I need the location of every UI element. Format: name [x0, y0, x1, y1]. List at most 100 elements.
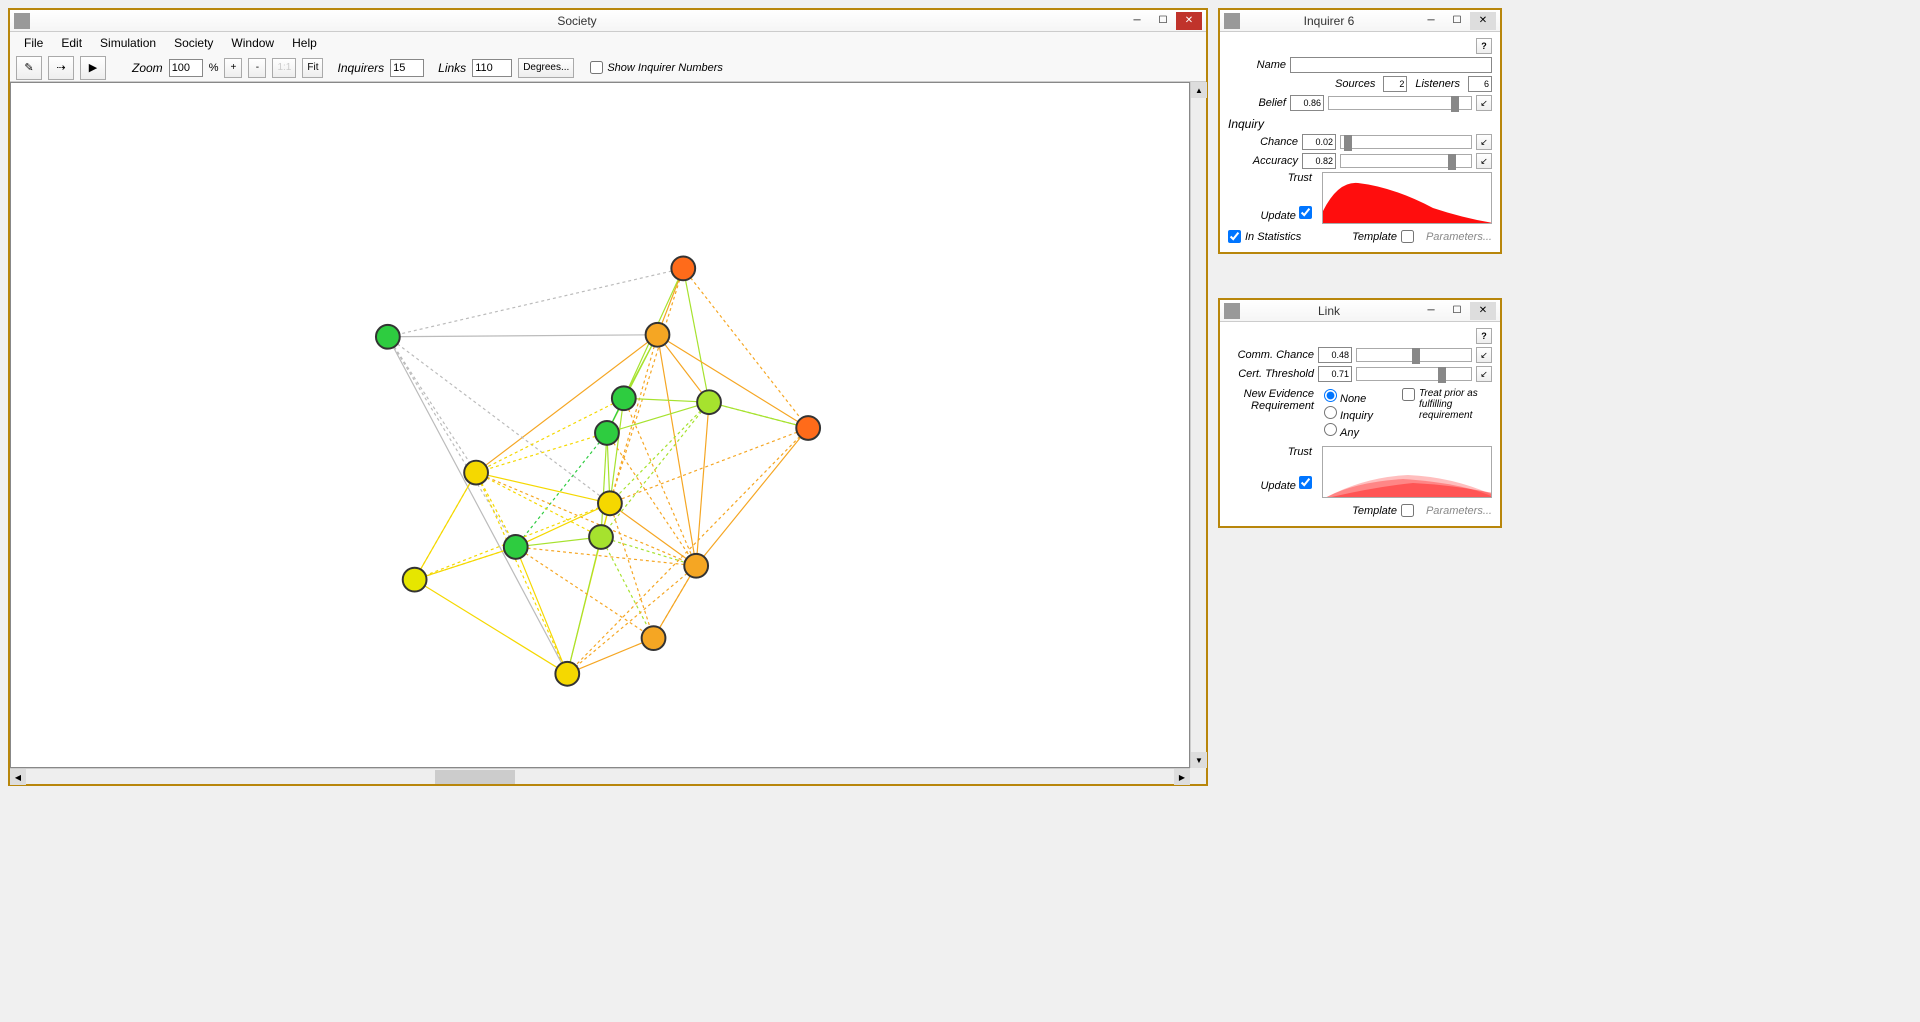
tool-link-icon[interactable]: ⇢: [48, 56, 74, 80]
minimize-button[interactable]: ─: [1124, 12, 1150, 30]
network-node[interactable]: [642, 626, 666, 650]
link-maximize-button[interactable]: ☐: [1444, 302, 1470, 320]
inquirer-panel: Inquirer 6 ─ ☐ ✕ ? Name Sources Listener…: [1218, 8, 1502, 254]
parameters-link[interactable]: Parameters...: [1426, 231, 1492, 243]
zoom-fit-button[interactable]: Fit: [302, 58, 323, 78]
network-node[interactable]: [598, 491, 622, 515]
in-statistics-checkbox[interactable]: [1228, 230, 1241, 243]
menu-help[interactable]: Help: [284, 34, 325, 52]
canvas-area: ▲ ▼ ◀ ▶: [10, 82, 1206, 784]
zoom-input[interactable]: [169, 59, 203, 77]
scroll-up-icon[interactable]: ▲: [1191, 82, 1207, 98]
inquirer-trust-chart: [1322, 172, 1492, 224]
network-node[interactable]: [376, 325, 400, 349]
chance-input[interactable]: [1302, 134, 1336, 150]
links-input[interactable]: [472, 59, 512, 77]
network-node[interactable]: [504, 535, 528, 559]
listeners-input[interactable]: [1468, 76, 1492, 92]
belief-input[interactable]: [1290, 95, 1324, 111]
network-node[interactable]: [671, 256, 695, 280]
zoom-1to1-button[interactable]: 1:1: [272, 58, 296, 78]
zoom-plus-button[interactable]: +: [224, 58, 242, 78]
menu-window[interactable]: Window: [223, 34, 282, 52]
comm-chance-input[interactable]: [1318, 347, 1352, 363]
treat-prior-checkbox[interactable]: [1402, 388, 1415, 401]
belief-reset-icon[interactable]: ↙: [1476, 95, 1492, 111]
show-inquirer-numbers-checkbox[interactable]: [590, 61, 603, 74]
update-checkbox[interactable]: [1299, 206, 1312, 219]
name-input[interactable]: [1290, 57, 1492, 73]
scrollbar-vertical[interactable]: ▲ ▼: [1190, 82, 1206, 768]
accuracy-slider[interactable]: [1340, 154, 1472, 168]
cert-threshold-slider[interactable]: [1356, 367, 1472, 381]
network-node[interactable]: [684, 554, 708, 578]
window-title: Society: [30, 14, 1124, 28]
template-label: Template: [1352, 231, 1397, 243]
network-svg[interactable]: [11, 83, 1189, 767]
zoom-minus-button[interactable]: -: [248, 58, 266, 78]
maximize-button[interactable]: ☐: [1150, 12, 1176, 30]
tool-select-icon[interactable]: ▶: [80, 56, 106, 80]
society-titlebar[interactable]: Society ─ ☐ ✕: [10, 10, 1206, 32]
inquirer-title: Inquirer 6: [1240, 14, 1418, 28]
inquirer-minimize-button[interactable]: ─: [1418, 12, 1444, 30]
chance-label: Chance: [1228, 136, 1298, 148]
link-help-button[interactable]: ?: [1476, 328, 1492, 344]
link-icon: [1224, 303, 1240, 319]
chance-slider[interactable]: [1340, 135, 1472, 149]
scroll-right-icon[interactable]: ▶: [1174, 769, 1190, 785]
sources-input[interactable]: [1383, 76, 1407, 92]
scroll-thumb-h[interactable]: [435, 770, 515, 784]
scroll-left-icon[interactable]: ◀: [10, 769, 26, 785]
link-titlebar[interactable]: Link ─ ☐ ✕: [1220, 300, 1500, 322]
menu-society[interactable]: Society: [166, 34, 221, 52]
menu-simulation[interactable]: Simulation: [92, 34, 164, 52]
link-update-checkbox[interactable]: [1299, 476, 1312, 489]
link-title: Link: [1240, 304, 1418, 318]
network-node[interactable]: [589, 525, 613, 549]
accuracy-input[interactable]: [1302, 153, 1336, 169]
link-minimize-button[interactable]: ─: [1418, 302, 1444, 320]
radio-any[interactable]: [1324, 423, 1337, 436]
inquirer-help-button[interactable]: ?: [1476, 38, 1492, 54]
link-update-label: Update: [1260, 480, 1295, 492]
network-node[interactable]: [697, 390, 721, 414]
menu-file[interactable]: File: [16, 34, 51, 52]
link-trust-label: Trust: [1228, 446, 1312, 458]
tool-pointer-icon[interactable]: ✎: [16, 56, 42, 80]
network-node[interactable]: [646, 323, 670, 347]
network-node[interactable]: [612, 386, 636, 410]
template-checkbox[interactable]: [1401, 230, 1414, 243]
inquirer-maximize-button[interactable]: ☐: [1444, 12, 1470, 30]
inquirers-input[interactable]: [390, 59, 424, 77]
belief-slider[interactable]: [1328, 96, 1472, 110]
network-canvas[interactable]: [10, 82, 1190, 768]
scroll-down-icon[interactable]: ▼: [1191, 752, 1207, 768]
link-close-button[interactable]: ✕: [1470, 302, 1496, 320]
network-node[interactable]: [403, 568, 427, 592]
new-evidence-label2: Requirement: [1228, 400, 1314, 412]
menu-edit[interactable]: Edit: [53, 34, 90, 52]
scrollbar-horizontal[interactable]: ◀ ▶: [10, 768, 1190, 784]
cert-threshold-label: Cert. Threshold: [1228, 368, 1314, 380]
new-evidence-label1: New Evidence: [1228, 388, 1314, 400]
link-parameters-link[interactable]: Parameters...: [1426, 505, 1492, 517]
inquiry-section-label: Inquiry: [1228, 117, 1492, 131]
network-node[interactable]: [796, 416, 820, 440]
chance-reset-icon[interactable]: ↙: [1476, 134, 1492, 150]
comm-chance-slider[interactable]: [1356, 348, 1472, 362]
comm-chance-reset-icon[interactable]: ↙: [1476, 347, 1492, 363]
accuracy-reset-icon[interactable]: ↙: [1476, 153, 1492, 169]
radio-inquiry[interactable]: [1324, 406, 1337, 419]
cert-threshold-reset-icon[interactable]: ↙: [1476, 366, 1492, 382]
radio-none[interactable]: [1324, 389, 1337, 402]
link-template-checkbox[interactable]: [1401, 504, 1414, 517]
degrees-button[interactable]: Degrees...: [518, 58, 574, 78]
inquirer-titlebar[interactable]: Inquirer 6 ─ ☐ ✕: [1220, 10, 1500, 32]
cert-threshold-input[interactable]: [1318, 366, 1352, 382]
inquirer-close-button[interactable]: ✕: [1470, 12, 1496, 30]
network-node[interactable]: [595, 421, 619, 445]
close-button[interactable]: ✕: [1176, 12, 1202, 30]
network-node[interactable]: [464, 461, 488, 485]
network-node[interactable]: [555, 662, 579, 686]
